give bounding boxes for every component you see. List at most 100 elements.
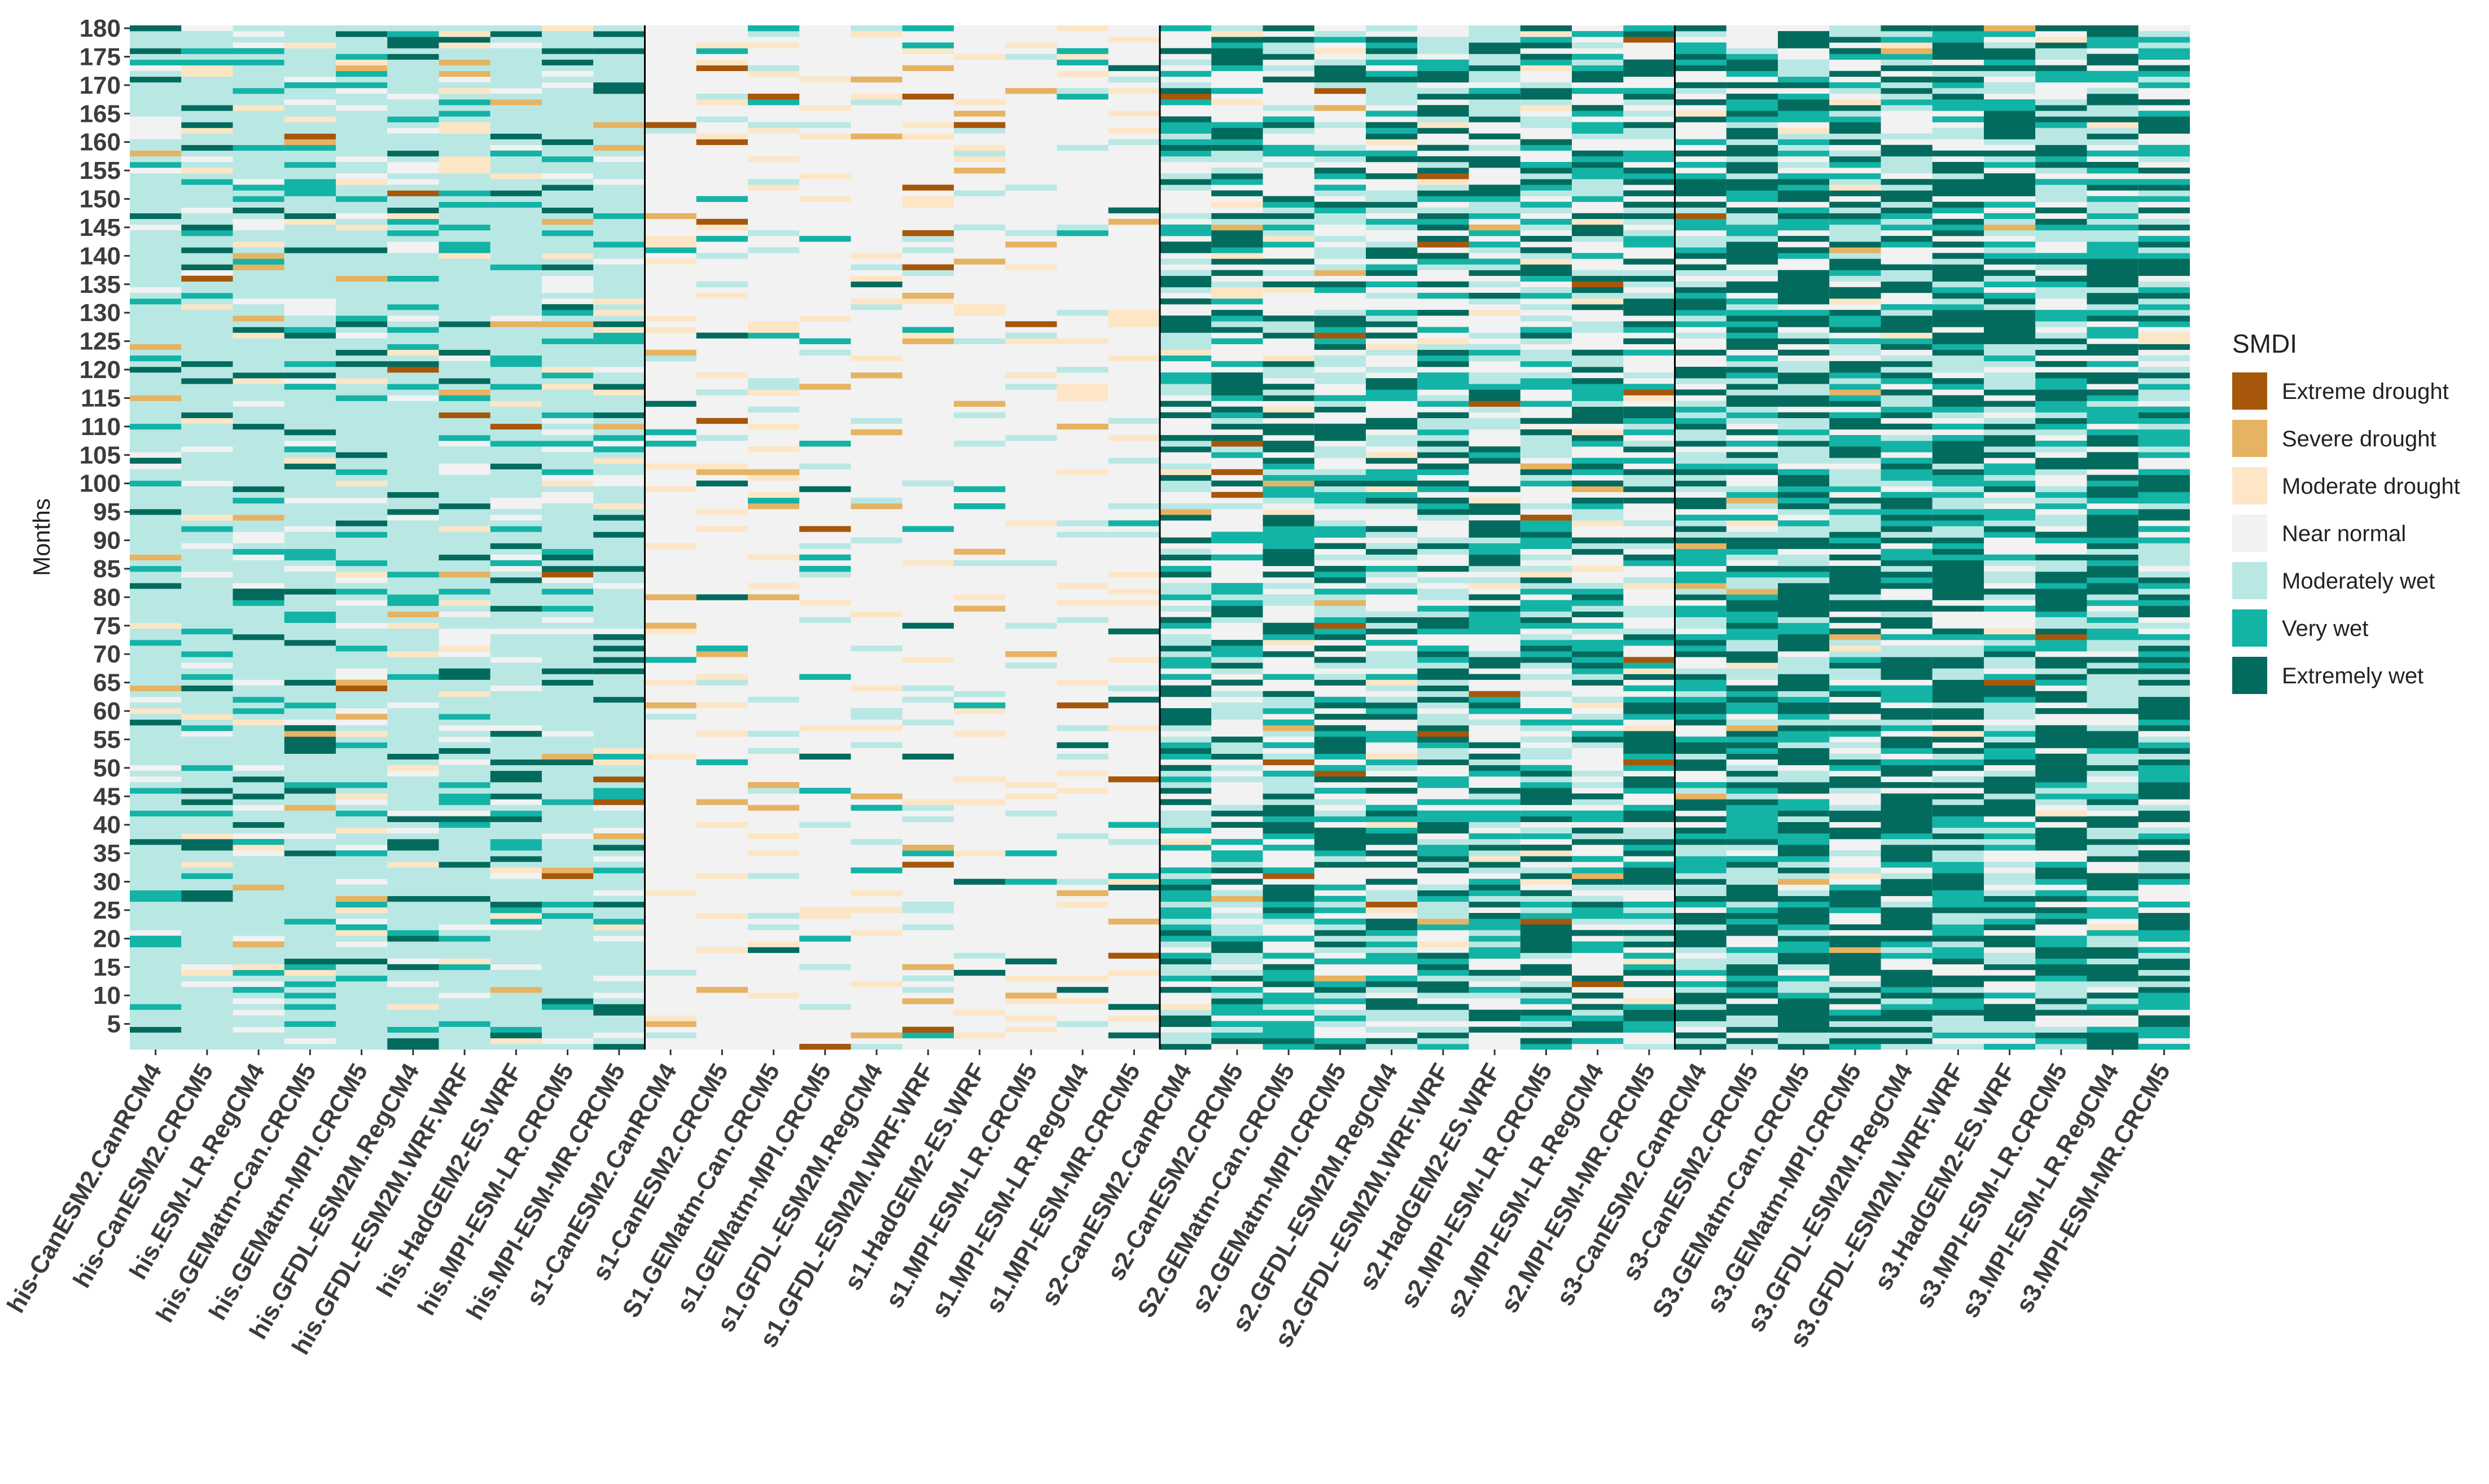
heatmap-cell — [1314, 1015, 1366, 1021]
heatmap-cell — [1211, 42, 1263, 49]
heatmap-cell — [336, 144, 388, 151]
heatmap-cell — [542, 941, 594, 947]
heatmap-cell — [1211, 913, 1263, 919]
heatmap-cell — [1778, 657, 1830, 663]
heatmap-cell — [748, 179, 800, 185]
heatmap-cell — [336, 128, 388, 134]
heatmap-cell — [439, 332, 490, 339]
heatmap-cell — [593, 640, 645, 646]
heatmap-cell — [1778, 822, 1830, 828]
heatmap-cell — [181, 48, 233, 54]
heatmap-cell — [799, 543, 851, 549]
heatmap-cell — [1211, 310, 1263, 316]
heatmap-cell — [1984, 389, 2036, 396]
heatmap-cell — [284, 207, 336, 214]
heatmap-cell — [336, 770, 388, 777]
heatmap-cell — [2087, 435, 2139, 441]
heatmap-cell — [336, 429, 388, 436]
heatmap-cell — [851, 714, 902, 720]
heatmap-cell — [1211, 748, 1263, 754]
heatmap-cell — [1314, 572, 1366, 578]
heatmap-cell — [1005, 810, 1057, 816]
heatmap-cell — [284, 196, 336, 202]
heatmap-cell — [1778, 224, 1830, 231]
heatmap-cell — [1778, 776, 1830, 783]
heatmap-cell — [1778, 856, 1830, 862]
heatmap-cell — [1366, 139, 1418, 146]
heatmap-cell — [1057, 310, 1108, 316]
heatmap-cell — [1675, 162, 1726, 168]
heatmap-cell — [1932, 890, 1984, 897]
heatmap-cell — [542, 788, 594, 794]
heatmap-cell — [1623, 281, 1675, 288]
heatmap-cell — [439, 264, 490, 270]
heatmap-cell — [2087, 770, 2139, 777]
heatmap-cell — [130, 520, 182, 526]
heatmap-cell — [2087, 270, 2139, 276]
heatmap-cell — [1211, 418, 1263, 424]
heatmap-cell — [181, 856, 233, 862]
heatmap-cell — [1263, 560, 1314, 567]
heatmap-cell — [542, 708, 594, 714]
heatmap-cell — [1520, 452, 1572, 458]
heatmap-cell — [1160, 116, 1212, 122]
heatmap-cell — [1675, 321, 1726, 327]
heatmap-cell — [1520, 634, 1572, 640]
heatmap-cell — [1675, 99, 1726, 106]
heatmap-cell — [284, 827, 336, 834]
heatmap-cell — [490, 708, 542, 714]
heatmap-cell — [130, 958, 182, 965]
heatmap-cell — [1932, 48, 1984, 54]
heatmap-cell — [233, 1038, 284, 1044]
heatmap-cell — [542, 207, 594, 214]
heatmap-cell — [1520, 691, 1572, 697]
heatmap-cell — [1984, 133, 2036, 139]
heatmap-cell — [1675, 458, 1726, 464]
heatmap-cell — [593, 491, 645, 498]
heatmap-cell — [130, 1026, 182, 1033]
heatmap-cell — [1778, 71, 1830, 77]
heatmap-cell — [1778, 128, 1830, 134]
heatmap-cell — [2035, 71, 2087, 77]
heatmap-cell — [1520, 969, 1572, 976]
heatmap-cell — [1520, 173, 1572, 179]
heatmap-cell — [1932, 765, 1984, 771]
heatmap-cell — [1417, 913, 1469, 919]
heatmap-cell — [2035, 913, 2087, 919]
heatmap-cell — [748, 230, 800, 236]
heatmap-cell — [336, 310, 388, 316]
heatmap-cell — [1211, 901, 1263, 908]
heatmap-cell — [1005, 332, 1057, 339]
heatmap-cell — [1160, 816, 1212, 822]
heatmap-cell — [1881, 480, 1933, 487]
heatmap-cell — [593, 799, 645, 805]
heatmap-cell — [593, 1015, 645, 1021]
heatmap-cell — [284, 731, 336, 737]
heatmap-cell — [593, 122, 645, 128]
heatmap-cell — [387, 133, 439, 139]
heatmap-cell — [1932, 332, 1984, 339]
heatmap-cell — [1726, 753, 1778, 760]
heatmap-cell — [336, 759, 388, 766]
heatmap-cell — [1160, 1038, 1212, 1044]
heatmap-cell — [2087, 936, 2139, 942]
heatmap-cell — [593, 913, 645, 919]
heatmap-cell — [1520, 816, 1572, 822]
heatmap-cell — [1778, 600, 1830, 606]
heatmap-cell — [1417, 179, 1469, 185]
heatmap-cell — [130, 418, 182, 424]
heatmap-cell — [1932, 486, 1984, 493]
heatmap-cell — [2087, 617, 2139, 624]
heatmap-cell — [1314, 185, 1366, 191]
heatmap-cell — [1314, 577, 1366, 583]
heatmap-cell — [1572, 793, 1624, 800]
heatmap-cell — [1160, 589, 1212, 595]
heatmap-cell — [1263, 37, 1314, 43]
heatmap-cell — [1160, 378, 1212, 384]
heatmap-cell — [1366, 731, 1418, 737]
heatmap-cell — [1984, 452, 2036, 458]
heatmap-cell — [387, 674, 439, 680]
heatmap-cell — [233, 76, 284, 83]
heatmap-cell — [542, 765, 594, 771]
heatmap-cell — [2087, 185, 2139, 191]
